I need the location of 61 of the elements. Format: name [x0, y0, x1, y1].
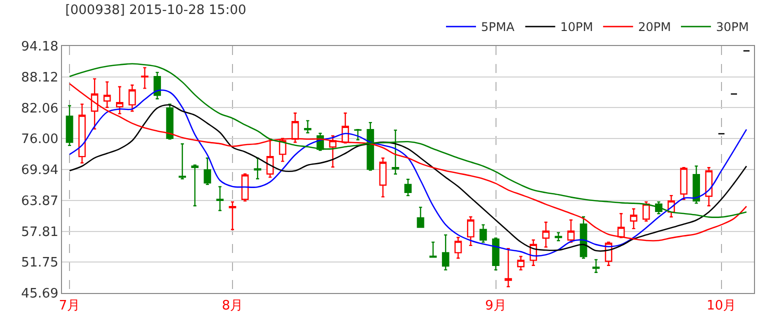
candlestick [492, 237, 500, 270]
y-tick-label: 45.69 [21, 286, 58, 302]
candlestick [204, 158, 212, 186]
y-tick-label: 82.06 [21, 101, 58, 116]
legend-label: 20PM [638, 20, 671, 34]
candlestick [241, 173, 249, 202]
candlestick [292, 112, 299, 143]
candlestick [116, 86, 124, 114]
candlestick [567, 219, 575, 243]
candlestick [141, 67, 148, 89]
x-tick-label: 9月 [485, 298, 506, 314]
candlestick [592, 259, 600, 273]
y-tick-label: 94.18 [21, 40, 58, 55]
candlestick [542, 222, 550, 248]
candlestick [178, 143, 186, 180]
candlestick [266, 138, 274, 178]
y-tick-label: 88.12 [21, 70, 58, 86]
x-tick-label: 8月 [222, 298, 244, 314]
candlestick [254, 158, 262, 180]
candlestick [278, 138, 286, 162]
candlestick [366, 122, 374, 171]
y-tick-label: 63.87 [21, 194, 58, 209]
candlestick [66, 105, 74, 146]
candlestick [692, 165, 700, 204]
candlestick [78, 104, 86, 164]
candlestick [630, 208, 638, 230]
candlestick [617, 213, 625, 238]
y-tick-label: 76.00 [21, 132, 58, 148]
legend-label: 30PM [716, 20, 749, 34]
candlestick [442, 234, 450, 270]
candlestick [480, 224, 487, 243]
candlestick [329, 135, 336, 168]
y-tick-label: 57.81 [21, 224, 58, 240]
candlestick [128, 84, 136, 112]
candlestick [454, 236, 462, 259]
y-tick-label: 69.94 [21, 163, 58, 178]
chart-title: [000938] 2015-10-28 15:00 [65, 2, 246, 18]
x-tick-label: 7月 [58, 298, 80, 314]
candlestick [216, 186, 224, 212]
candlestick [404, 178, 412, 196]
candlestick [191, 164, 199, 206]
candlestick [504, 248, 512, 288]
legend-label: 5PMA [481, 20, 516, 34]
y-tick-label: 51.75 [21, 256, 58, 271]
candlestick [228, 201, 236, 230]
candlestick [166, 104, 174, 140]
candlestick [429, 242, 437, 258]
x-tick-label: 10月 [706, 298, 736, 314]
candlestick [392, 130, 400, 175]
candlestick [517, 256, 524, 270]
legend-label: 10PM [560, 20, 594, 34]
candlestick [680, 167, 688, 200]
candlestick [304, 120, 312, 134]
line-series [68, 63, 748, 218]
candlestick [154, 72, 161, 100]
candlestick [467, 216, 474, 246]
candlestick [416, 206, 424, 228]
candlestick [642, 201, 650, 222]
candlestick [379, 158, 387, 198]
candlestick [705, 167, 713, 206]
candlestick [554, 232, 562, 242]
